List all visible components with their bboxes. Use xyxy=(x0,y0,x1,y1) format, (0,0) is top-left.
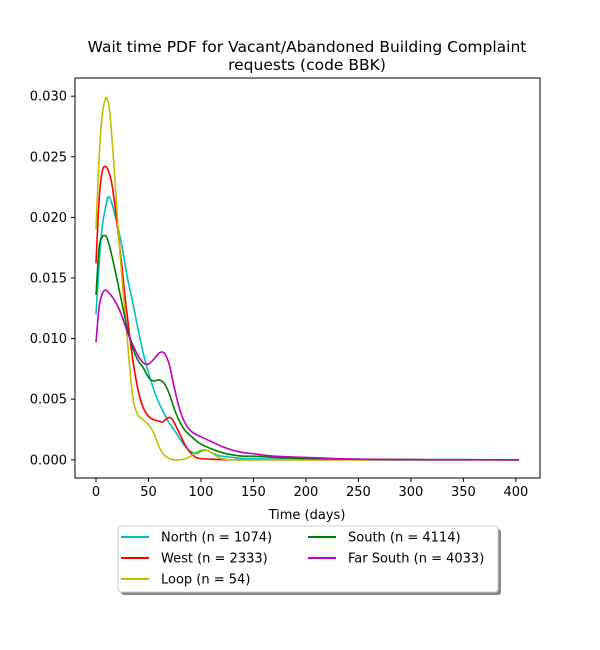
series-line-2 xyxy=(95,165,520,461)
x-tick-label: 100 xyxy=(189,485,214,500)
legend-items: North (n = 1074) West (n = 2333) Loop (n =… xyxy=(121,531,484,588)
x-tick-label: 250 xyxy=(346,485,371,500)
legend-label: Loop (n = 54) xyxy=(161,573,250,588)
y-tick-label: 0.005 xyxy=(30,393,67,408)
y-tick-label: 0.015 xyxy=(30,272,67,287)
legend-label: Far South (n = 4033) xyxy=(348,552,484,567)
x-tick-label: 200 xyxy=(294,485,319,500)
y-axis: 0.000 0.005 0.010 0.015 0.020 0.025 0.030 xyxy=(30,90,75,468)
chart-title-line-1: Wait time PDF for Vacant/Abandoned Build… xyxy=(88,38,527,56)
legend-label: South (n = 4114) xyxy=(348,531,461,546)
legend-label: West (n = 2333) xyxy=(161,552,268,567)
y-tick-label: 0.025 xyxy=(30,150,67,165)
x-tick-label: 0 xyxy=(92,485,100,500)
x-axis: 0 50 100 150 200 250 300 350 400 xyxy=(92,478,528,500)
y-tick-label: 0.030 xyxy=(30,90,67,105)
legend: North (n = 1074) West (n = 2333) Loop (n =… xyxy=(117,525,501,595)
series-line-4 xyxy=(95,234,520,461)
y-tick-label: 0.000 xyxy=(30,453,67,468)
x-tick-label: 150 xyxy=(241,485,266,500)
x-axis-label: Time (days) xyxy=(268,508,346,523)
plot-frame xyxy=(74,77,541,479)
chart-title-line-2: requests (code BBK) xyxy=(228,56,386,74)
x-tick-label: 300 xyxy=(398,485,423,500)
series-line-5 xyxy=(95,289,520,461)
x-tick-label: 350 xyxy=(451,485,476,500)
legend-label: North (n = 1074) xyxy=(161,531,272,546)
series-line-1 xyxy=(95,195,520,461)
y-tick-label: 0.010 xyxy=(30,332,67,347)
x-tick-label: 400 xyxy=(503,485,528,500)
series-layer xyxy=(95,96,520,461)
series-line-3 xyxy=(95,96,520,461)
y-tick-label: 0.020 xyxy=(30,211,67,226)
x-tick-label: 50 xyxy=(140,485,157,500)
